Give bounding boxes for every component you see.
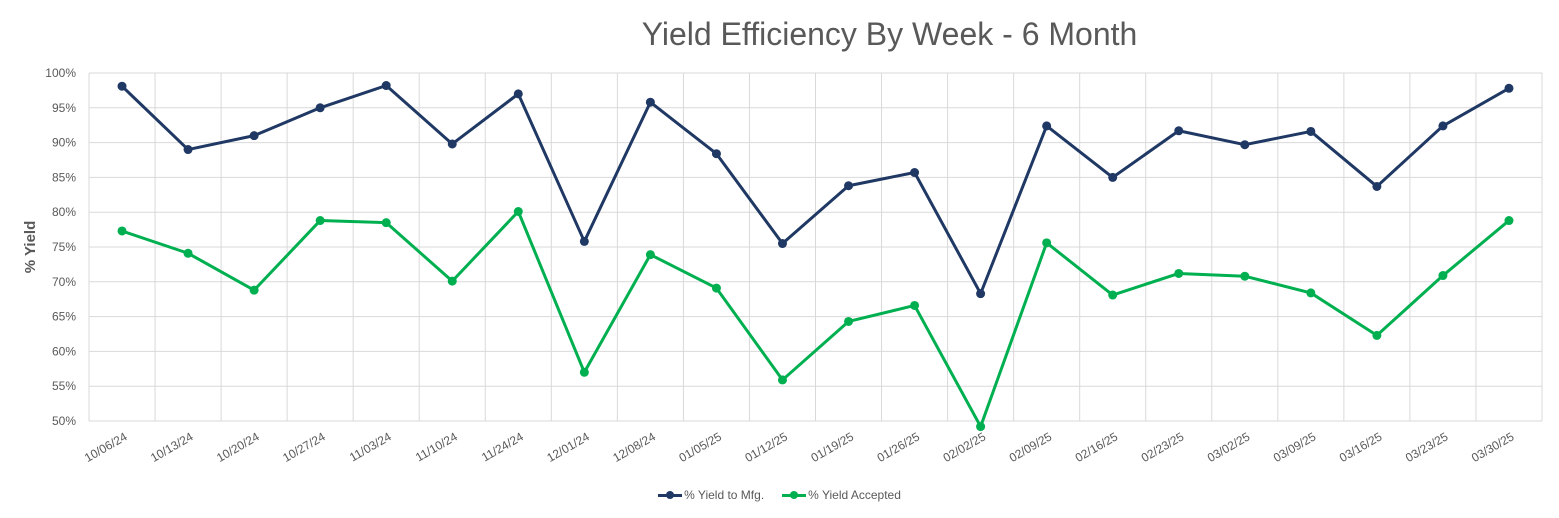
x-tick-label: 11/03/24 <box>347 429 394 464</box>
legend-item-yield-to-mfg: % Yield to Mfg. <box>658 488 764 502</box>
x-tick-label: 11/24/24 <box>479 429 526 464</box>
data-point-series-0 <box>844 181 854 191</box>
x-tick-label: 02/09/25 <box>1007 429 1055 465</box>
data-point-series-0 <box>1042 121 1052 131</box>
data-point-series-1 <box>711 283 721 293</box>
data-point-series-0 <box>1108 172 1118 182</box>
x-tick-label: 10/06/24 <box>82 429 130 465</box>
data-point-series-1 <box>249 285 259 295</box>
x-tick-label: 03/09/25 <box>1271 429 1319 465</box>
data-point-series-0 <box>1174 126 1184 136</box>
x-tick-label: 02/02/25 <box>941 429 989 465</box>
data-point-series-0 <box>1306 126 1316 136</box>
x-tick-label: 01/19/25 <box>809 429 857 465</box>
data-point-series-0 <box>315 103 325 113</box>
legend-label-yield-accepted: % Yield Accepted <box>808 488 901 502</box>
x-tick-label: 03/16/25 <box>1337 429 1385 465</box>
legend: % Yield to Mfg. % Yield Accepted <box>0 488 1559 502</box>
x-tick-label: 01/05/25 <box>676 429 724 465</box>
data-point-series-0 <box>910 168 920 178</box>
x-tick-label: 12/08/24 <box>610 429 658 465</box>
x-tick-label: 03/30/25 <box>1469 429 1517 465</box>
data-point-series-0 <box>1438 121 1448 131</box>
data-point-series-1 <box>1042 238 1052 248</box>
data-point-series-0 <box>579 236 589 246</box>
data-point-series-1 <box>645 250 655 260</box>
data-point-series-1 <box>183 248 193 258</box>
legend-swatch-yield-accepted <box>782 490 807 500</box>
data-point-series-1 <box>1240 271 1250 281</box>
y-tick-label: 90% <box>52 136 76 150</box>
data-point-series-1 <box>1504 216 1514 226</box>
y-tick-label: 70% <box>52 275 76 289</box>
x-tick-label: 10/20/24 <box>214 429 262 465</box>
data-point-series-0 <box>1372 181 1382 191</box>
data-point-series-0 <box>976 289 986 299</box>
x-tick-label: 02/23/25 <box>1139 429 1187 465</box>
data-point-series-1 <box>315 216 325 226</box>
y-tick-label: 60% <box>52 344 76 358</box>
x-tick-label: 11/10/24 <box>413 429 460 464</box>
y-tick-label: 100% <box>45 66 76 80</box>
data-point-series-1 <box>1174 268 1184 278</box>
legend-swatch-yield-to-mfg <box>658 490 683 500</box>
series-line-0 <box>120 84 1510 296</box>
legend-label-yield-to-mfg: % Yield to Mfg. <box>684 488 765 502</box>
data-point-series-0 <box>711 149 721 159</box>
x-tick-label: 01/12/25 <box>743 429 791 465</box>
y-tick-label: 50% <box>52 414 76 428</box>
data-point-series-1 <box>447 276 457 286</box>
data-point-series-1 <box>1372 330 1382 340</box>
data-point-series-0 <box>249 131 259 141</box>
data-point-series-0 <box>183 145 193 155</box>
data-point-series-1 <box>910 300 920 310</box>
data-point-series-1 <box>777 375 787 385</box>
series-line-1 <box>121 210 1510 429</box>
data-point-series-1 <box>1438 271 1448 281</box>
data-point-series-1 <box>976 422 986 432</box>
data-point-series-0 <box>513 89 523 99</box>
x-tick-label: 03/02/25 <box>1205 429 1253 465</box>
y-tick-label: 75% <box>52 240 76 254</box>
data-point-series-0 <box>777 239 787 249</box>
y-tick-label: 80% <box>52 205 76 219</box>
data-point-series-1 <box>1108 290 1118 300</box>
data-point-series-1 <box>381 218 391 228</box>
x-tick-label: 10/27/24 <box>280 429 328 465</box>
x-tick-label: 03/23/25 <box>1403 429 1451 465</box>
data-point-series-1 <box>513 207 523 217</box>
y-tick-label: 95% <box>52 101 76 115</box>
data-point-series-0 <box>1504 83 1514 93</box>
data-point-series-0 <box>645 97 655 107</box>
data-point-series-0 <box>381 81 391 91</box>
x-tick-label: 01/26/25 <box>875 429 923 465</box>
data-point-series-1 <box>844 316 854 326</box>
x-tick-label: 02/16/25 <box>1073 429 1121 465</box>
data-point-series-0 <box>1240 140 1250 150</box>
y-tick-label: 55% <box>52 379 76 393</box>
y-tick-label: 85% <box>52 170 76 184</box>
data-point-series-0 <box>117 81 127 91</box>
data-point-series-0 <box>447 139 457 149</box>
y-axis-label: % Yield <box>22 221 39 274</box>
x-tick-label: 10/13/24 <box>148 429 196 465</box>
data-point-series-1 <box>579 367 589 377</box>
x-tick-label: 12/01/24 <box>544 429 592 465</box>
data-point-series-1 <box>1306 288 1316 298</box>
chart-title: Yield Efficiency By Week - 6 Month <box>641 16 1138 52</box>
legend-item-yield-accepted: % Yield Accepted <box>782 488 901 502</box>
y-tick-label: 65% <box>52 310 76 324</box>
data-point-series-1 <box>117 226 127 236</box>
